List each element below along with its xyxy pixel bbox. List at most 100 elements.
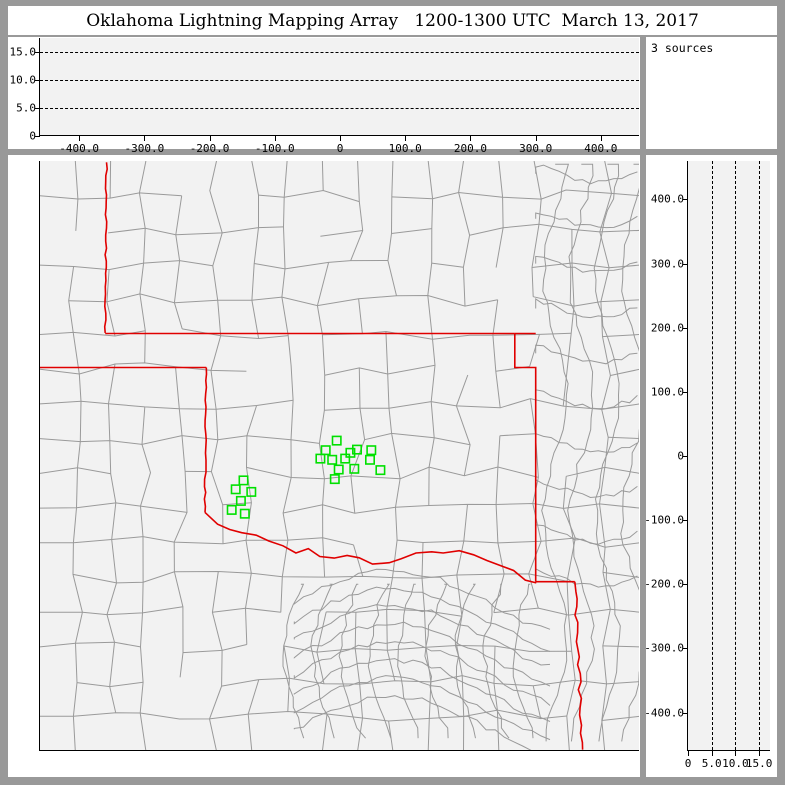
county-border-line bbox=[535, 344, 638, 365]
county-border-line bbox=[40, 432, 639, 446]
county-border-line bbox=[76, 675, 639, 688]
y-tick-label: 100.0 bbox=[650, 385, 684, 399]
x-tick-label: -300.0 bbox=[124, 142, 165, 155]
y-tick-label: -400.0 bbox=[644, 706, 684, 720]
x-tick-mark bbox=[535, 135, 537, 141]
county-border-line bbox=[244, 161, 260, 750]
page-title: Oklahoma Lightning Mapping Array 1200-13… bbox=[86, 10, 699, 31]
x-tick-mark bbox=[601, 750, 602, 751]
y-tick-label: 5.0 bbox=[16, 101, 36, 115]
y-tick-mark bbox=[35, 136, 40, 137]
county-border-line bbox=[535, 478, 638, 499]
x-tick-mark bbox=[275, 750, 276, 751]
county-border-line bbox=[593, 163, 621, 742]
state-border-oklahoma-arkansas bbox=[514, 333, 537, 582]
county-border-line bbox=[282, 583, 305, 739]
x-tick-mark bbox=[144, 750, 145, 751]
y-tick-mark bbox=[683, 263, 688, 265]
x-tick-mark bbox=[405, 750, 406, 751]
county-border-line bbox=[40, 502, 639, 514]
county-border-line bbox=[293, 641, 551, 706]
y-tick-mark bbox=[683, 584, 688, 586]
lightning-source-marker bbox=[366, 445, 377, 456]
y-tick-label: 0 bbox=[677, 449, 684, 463]
y-tick-mark bbox=[39, 199, 40, 200]
x-tick-label: -100.0 bbox=[254, 142, 295, 155]
county-border-line bbox=[512, 583, 534, 739]
county-border-line bbox=[40, 709, 639, 722]
county-border-line bbox=[385, 161, 401, 750]
county-border-line bbox=[567, 163, 595, 742]
county-border-line bbox=[541, 163, 570, 742]
county-border-line bbox=[293, 586, 551, 652]
gridline-vertical bbox=[711, 161, 713, 750]
y-tick-label: 400.0 bbox=[650, 192, 684, 206]
map-panel: -400.0-300.0-200.0-100.00100.0200.0300.0… bbox=[8, 155, 640, 777]
x-tick-label: 10.0 bbox=[722, 757, 749, 770]
county-border-line bbox=[338, 583, 366, 739]
county-border-line bbox=[208, 161, 224, 750]
gridline-horizontal bbox=[40, 108, 639, 109]
county-border-line bbox=[280, 161, 294, 712]
top-altitude-chart-panel: 0 5.0 10.0 15.0 -400.0 -300.0 -200.0 -100.0 0 100… bbox=[8, 37, 640, 155]
y-tick-label: 200.0 bbox=[650, 321, 684, 335]
county-border-line bbox=[397, 583, 419, 739]
county-border-line bbox=[68, 161, 83, 750]
lightning-source-marker bbox=[329, 474, 340, 485]
county-border-line bbox=[173, 195, 188, 678]
x-tick-mark bbox=[79, 750, 80, 751]
y-tick-mark bbox=[39, 328, 40, 329]
sources-count-panel: 3 sources bbox=[646, 37, 777, 149]
lightning-source-marker bbox=[239, 508, 250, 519]
county-border-line bbox=[40, 260, 639, 271]
y-tick-label: 15.0 bbox=[9, 45, 37, 59]
county-border-line bbox=[535, 567, 638, 588]
gridline-vertical bbox=[759, 161, 761, 750]
x-tick-label: -400.0 bbox=[59, 142, 99, 155]
county-border-line bbox=[293, 621, 551, 687]
county-border-line bbox=[598, 161, 613, 750]
lightning-source-marker bbox=[230, 484, 241, 495]
county-border-line bbox=[367, 583, 392, 739]
sources-count-label: 3 sources bbox=[651, 41, 714, 55]
county-border-line bbox=[424, 583, 449, 739]
x-tick-mark bbox=[536, 750, 537, 751]
county-border-line bbox=[40, 189, 639, 203]
x-tick-label: 0 bbox=[684, 757, 692, 770]
top-altitude-plot-area[interactable]: 0 5.0 10.0 15.0 -400.0 -300.0 -200.0 -100.0 0 100… bbox=[10, 38, 639, 155]
county-border-line bbox=[293, 604, 551, 666]
y-tick-label: 300.0 bbox=[650, 257, 684, 271]
lightning-source-marker bbox=[226, 504, 237, 515]
y-tick-mark bbox=[39, 264, 40, 265]
y-tick-label: -300.0 bbox=[644, 641, 684, 655]
county-border-line bbox=[492, 161, 505, 750]
x-tick-label: 0 bbox=[336, 142, 344, 155]
x-tick-mark bbox=[340, 135, 341, 141]
county-border-line bbox=[421, 161, 436, 750]
side-altitude-chart-panel: 0 5.0 10.0 15.0 -400.0 -300.0 -200.0 -100.0 0 100… bbox=[644, 155, 777, 777]
x-tick-mark bbox=[209, 135, 211, 141]
county-border-line bbox=[316, 161, 330, 750]
y-tick-label: -200.0 bbox=[644, 577, 684, 591]
county-border-line bbox=[454, 583, 476, 739]
county-border-line bbox=[620, 163, 639, 742]
gridline-vertical bbox=[735, 161, 737, 750]
county-border-line bbox=[108, 223, 639, 237]
x-tick-mark bbox=[210, 750, 211, 751]
map-plot-area[interactable]: -400.0-300.0-200.0-100.00100.0200.0300.0… bbox=[39, 161, 639, 751]
side-altitude-plot-area[interactable]: 0 5.0 10.0 15.0 -400.0 -300.0 -200.0 -100.0 0 100… bbox=[644, 161, 772, 770]
county-border-line bbox=[562, 229, 576, 750]
lightning-source-marker bbox=[351, 444, 362, 455]
x-tick-mark bbox=[79, 135, 81, 141]
county-border-line bbox=[293, 658, 551, 722]
lightning-source-marker bbox=[246, 486, 257, 497]
y-tick-mark bbox=[39, 713, 40, 714]
county-border-line bbox=[528, 161, 542, 719]
y-tick-mark bbox=[683, 327, 688, 329]
county-border-line bbox=[138, 161, 152, 750]
county-border-line bbox=[535, 297, 638, 319]
y-tick-mark bbox=[683, 712, 688, 714]
x-tick-mark bbox=[144, 135, 146, 141]
county-border-line bbox=[40, 328, 639, 340]
y-tick-mark bbox=[39, 648, 40, 649]
